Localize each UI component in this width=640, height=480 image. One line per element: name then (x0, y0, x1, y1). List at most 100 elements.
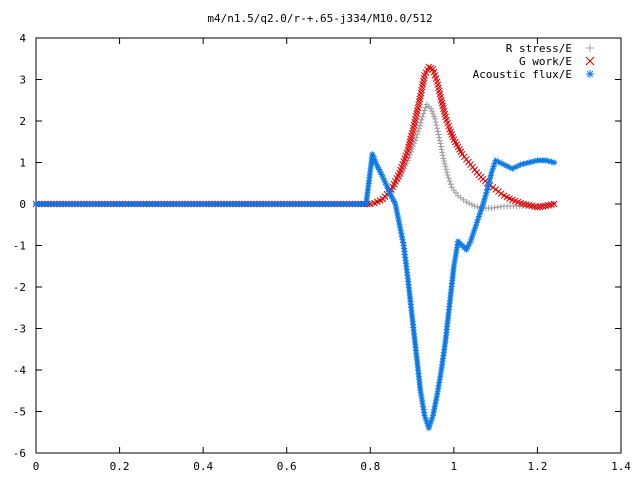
data-point (421, 412, 428, 419)
data-point (488, 169, 495, 176)
data-point (454, 241, 461, 248)
data-point (483, 189, 490, 196)
data-point (471, 203, 478, 210)
data-point (391, 198, 398, 205)
data-point (395, 218, 402, 225)
data-point (401, 245, 408, 252)
data-point (586, 44, 594, 52)
data-point (476, 210, 483, 217)
data-point (403, 263, 410, 270)
data-point (489, 184, 497, 191)
data-point (444, 171, 451, 178)
data-point (514, 162, 521, 169)
data-point (484, 183, 491, 190)
data-point (428, 415, 435, 422)
data-point (468, 235, 475, 242)
data-point (453, 247, 460, 254)
series-r-stress-e (33, 101, 558, 212)
chart-title: m4/n1.5/q2.0/r-+.65-j334/M10.0/512 (207, 12, 432, 25)
data-point (442, 163, 449, 170)
data-point (534, 203, 541, 211)
data-point (425, 63, 433, 71)
data-point (399, 236, 406, 243)
data-point (473, 219, 480, 226)
data-point (464, 243, 471, 250)
data-point (418, 393, 425, 400)
data-point (551, 159, 558, 166)
data-point (517, 161, 524, 168)
data-point (452, 250, 459, 257)
data-point (432, 115, 439, 122)
data-point (495, 188, 502, 195)
data-point (486, 178, 493, 185)
data-point (403, 266, 410, 273)
data-point (463, 198, 470, 205)
data-point (520, 160, 527, 167)
legend-marker (586, 44, 594, 52)
data-point (526, 159, 533, 166)
data-point (439, 149, 446, 156)
y-tick-label: 0 (19, 198, 26, 211)
y-tick-label: -1 (13, 240, 26, 253)
data-point (434, 128, 441, 135)
data-point (372, 158, 379, 165)
data-point (472, 222, 479, 229)
data-point (421, 107, 428, 114)
data-point (451, 260, 458, 267)
x-tick-label: 0 (33, 460, 40, 473)
legend-label: Acoustic flux/E (473, 68, 572, 81)
data-point (392, 203, 399, 210)
data-point (382, 179, 389, 186)
data-point (420, 403, 427, 410)
data-point (471, 225, 478, 232)
data-point (441, 160, 448, 167)
data-point (480, 198, 487, 205)
data-point (394, 212, 401, 219)
data-point (445, 175, 452, 182)
data-point (370, 153, 377, 160)
y-tick-label: -2 (13, 281, 26, 294)
data-point (430, 409, 437, 416)
data-point (418, 397, 425, 404)
data-point (491, 204, 498, 211)
data-point (392, 201, 399, 207)
data-point (488, 205, 495, 212)
data-point (425, 425, 432, 432)
data-point (427, 64, 435, 72)
data-point (427, 105, 434, 112)
legend-label: G work/E (519, 55, 572, 68)
data-point (401, 251, 408, 258)
data-point (432, 400, 439, 407)
series-g-work-e (32, 63, 558, 211)
data-point (387, 191, 394, 198)
data-point (428, 108, 435, 115)
data-point (434, 388, 441, 395)
data-point (506, 164, 513, 171)
data-point (369, 151, 376, 158)
data-point (586, 70, 594, 78)
data-point (536, 203, 544, 211)
data-point (452, 253, 459, 260)
data-point (539, 203, 547, 210)
data-point (443, 166, 450, 173)
data-point (545, 158, 552, 165)
series-acoustic-flux-e (33, 151, 558, 432)
data-point (550, 200, 558, 208)
x-tick-label: 1.2 (527, 460, 547, 473)
data-point (437, 373, 444, 380)
data-point (453, 244, 460, 251)
data-point (419, 113, 426, 120)
data-point (413, 134, 420, 141)
legend-marker (585, 56, 595, 66)
data-point (585, 56, 595, 66)
data-point (400, 242, 407, 249)
data-point (435, 385, 442, 392)
x-tick-label: 0.4 (193, 460, 213, 473)
y-tick-label: 2 (19, 115, 26, 128)
data-point (509, 165, 516, 172)
data-point (436, 379, 443, 386)
data-point (378, 171, 385, 178)
data-point (401, 248, 408, 255)
